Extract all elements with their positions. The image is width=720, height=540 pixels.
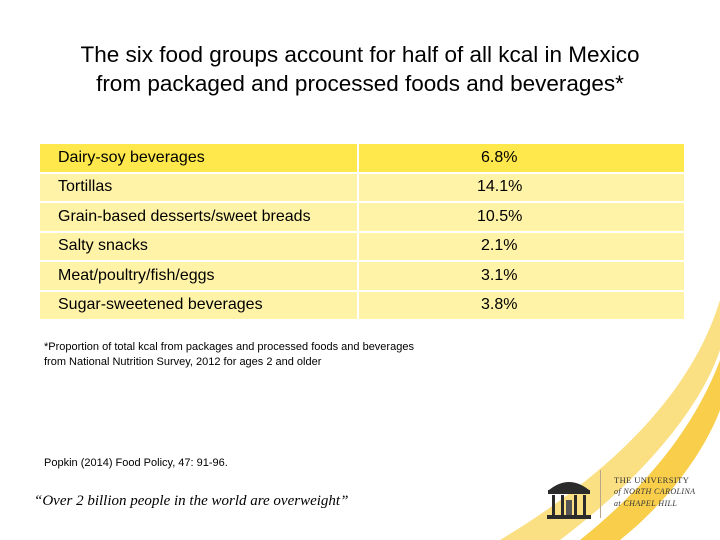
quote: “Over 2 billion people in the world are … (34, 493, 349, 509)
food-group-percent: 3.1% (359, 262, 684, 292)
table-row: Grain-based desserts/sweet breads 10.5% (40, 203, 684, 233)
old-well-icon (547, 482, 591, 519)
table-row: Dairy-soy beverages 6.8% (40, 144, 684, 174)
university-logo: THE UNIVERSITY of NORTH CAROLINA at CHAP… (544, 466, 714, 526)
slide-title-line-2: from packaged and processed foods and be… (96, 71, 624, 96)
food-group-name: Dairy-soy beverages (40, 144, 359, 174)
food-group-name: Salty snacks (40, 232, 359, 262)
food-group-percent: 6.8% (359, 144, 684, 174)
food-group-percent: 2.1% (359, 232, 684, 262)
slide-title-line-1: The six food groups account for half of … (80, 42, 640, 67)
logo-line-2: of NORTH CAROLINA (614, 487, 696, 496)
logo-line-3: at CHAPEL HILL (614, 499, 678, 508)
food-group-name: Meat/poultry/fish/eggs (40, 262, 359, 292)
footnote-line-1: *Proportion of total kcal from packages … (44, 341, 414, 353)
citation: Popkin (2014) Food Policy, 47: 91-96. (44, 457, 228, 469)
logo-text: THE UNIVERSITY of NORTH CAROLINA at CHAP… (614, 474, 695, 510)
table-row: Meat/poultry/fish/eggs 3.1% (40, 262, 684, 292)
footnote-line-2: from National Nutrition Survey, 2012 for… (44, 356, 322, 368)
table-row: Sugar-sweetened beverages 3.8% (40, 291, 684, 321)
food-group-name: Grain-based desserts/sweet breads (40, 203, 359, 233)
footnote: *Proportion of total kcal from packages … (44, 340, 414, 370)
food-group-percent: 10.5% (359, 203, 684, 233)
food-groups-table: Dairy-soy beverages 6.8% Tortillas 14.1%… (40, 144, 684, 321)
slide-title: The six food groups account for half of … (20, 40, 700, 98)
food-group-name: Tortillas (40, 173, 359, 203)
table-row: Salty snacks 2.1% (40, 232, 684, 262)
food-group-percent: 3.8% (359, 291, 684, 321)
logo-divider (600, 470, 601, 518)
table-row: Tortillas 14.1% (40, 173, 684, 203)
food-group-percent: 14.1% (359, 173, 684, 203)
logo-line-1: THE UNIVERSITY (614, 475, 690, 485)
food-group-name: Sugar-sweetened beverages (40, 291, 359, 321)
